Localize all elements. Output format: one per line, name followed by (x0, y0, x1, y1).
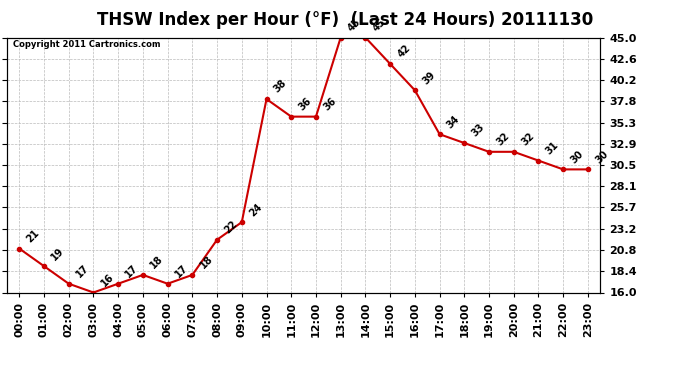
Text: 36: 36 (297, 96, 313, 112)
Text: 19: 19 (50, 245, 66, 262)
Text: 16: 16 (99, 272, 116, 288)
Text: 34: 34 (445, 114, 462, 130)
Text: 33: 33 (470, 122, 486, 139)
Text: THSW Index per Hour (°F)  (Last 24 Hours) 20111130: THSW Index per Hour (°F) (Last 24 Hours)… (97, 11, 593, 29)
Text: 32: 32 (520, 131, 536, 148)
Text: 22: 22 (223, 219, 239, 236)
Text: 45: 45 (346, 17, 363, 33)
Text: 18: 18 (198, 254, 215, 271)
Text: 24: 24 (247, 201, 264, 218)
Text: 21: 21 (25, 228, 41, 244)
Text: 30: 30 (593, 148, 610, 165)
Text: 39: 39 (420, 69, 437, 86)
Text: 32: 32 (495, 131, 511, 148)
Text: 17: 17 (173, 263, 190, 279)
Text: 17: 17 (124, 263, 140, 279)
Text: 31: 31 (544, 140, 561, 156)
Text: 36: 36 (322, 96, 338, 112)
Text: 17: 17 (75, 263, 91, 279)
Text: 30: 30 (569, 148, 585, 165)
Text: 18: 18 (148, 254, 165, 271)
Text: 38: 38 (272, 78, 289, 95)
Text: 45: 45 (371, 17, 388, 33)
Text: 42: 42 (395, 43, 413, 60)
Text: Copyright 2011 Cartronics.com: Copyright 2011 Cartronics.com (13, 40, 160, 49)
